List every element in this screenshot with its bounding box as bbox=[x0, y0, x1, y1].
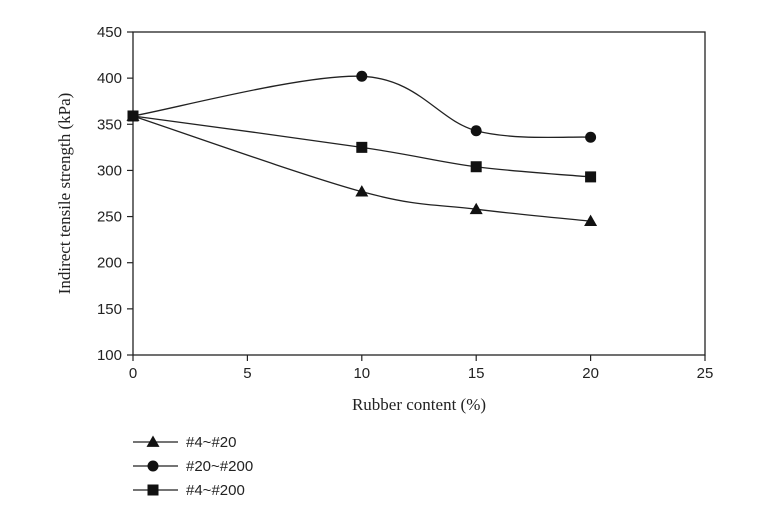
y-tick-label: 250 bbox=[97, 209, 122, 226]
legend: #4~#20 #20~#200 #4~#200 bbox=[133, 434, 253, 499]
x-tick-label: 20 bbox=[582, 365, 599, 382]
y-tick-label: 150 bbox=[97, 301, 122, 318]
y-tick-label: 100 bbox=[97, 347, 122, 364]
y-tick-label: 450 bbox=[97, 24, 122, 41]
x-tick-label: 5 bbox=[243, 365, 251, 382]
x-tick-label: 25 bbox=[697, 365, 714, 382]
x-axis-label: Rubber content (%) bbox=[352, 395, 486, 414]
series-20-200-marker bbox=[356, 70, 368, 82]
legend-label: #20~#200 bbox=[186, 458, 253, 475]
series-4-200-marker bbox=[127, 110, 139, 122]
series-4-20-marker bbox=[355, 185, 369, 197]
plot-area-frame bbox=[132, 31, 706, 356]
x-tick-label: 10 bbox=[353, 365, 370, 382]
series-4-200-marker bbox=[356, 141, 368, 153]
series-4-20-marker bbox=[469, 202, 483, 215]
legend-label: #4~#20 bbox=[186, 434, 236, 451]
series-20-200-line bbox=[132, 75, 591, 139]
y-tick-label: 200 bbox=[97, 255, 122, 272]
series-20-200-marker bbox=[470, 125, 482, 137]
legend-series-4-200-marker bbox=[147, 484, 159, 496]
legend-series-4-20-marker bbox=[146, 435, 160, 447]
y-tick-label: 400 bbox=[97, 70, 122, 87]
y-axis-label: Indirect tensile strength (kPa) bbox=[55, 93, 74, 295]
x-tick-label: 15 bbox=[468, 365, 485, 382]
series-4-20-marker bbox=[584, 214, 598, 227]
y-tick-label: 300 bbox=[97, 162, 122, 179]
series-4-200-line bbox=[132, 115, 591, 178]
x-tick-label: 0 bbox=[129, 365, 137, 382]
series-4-200-marker bbox=[470, 161, 482, 173]
series-4-20-line bbox=[132, 115, 591, 222]
series-4-200-marker bbox=[585, 171, 597, 183]
legend-series-20-200-marker bbox=[147, 460, 159, 472]
y-tick-label: 350 bbox=[97, 116, 122, 133]
series-20-200-marker bbox=[585, 131, 597, 143]
legend-label: #4~#200 bbox=[186, 482, 245, 499]
